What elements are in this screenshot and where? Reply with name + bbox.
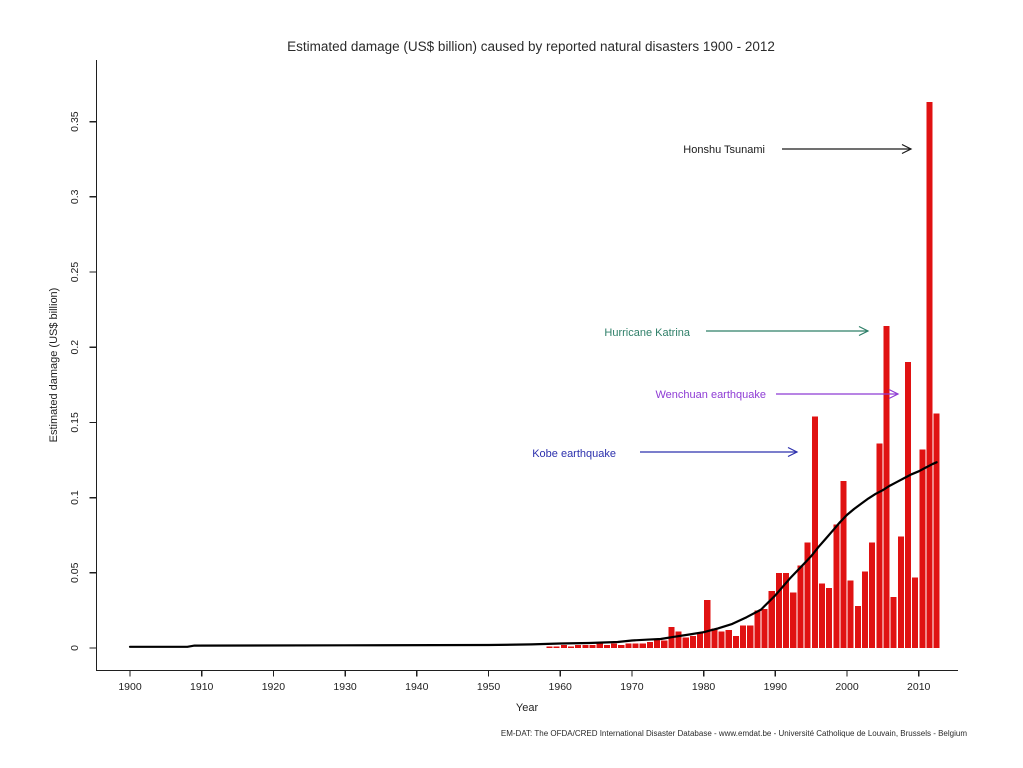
bar-2004 [876,443,883,648]
x-tick-label-1910: 1910 [190,681,214,693]
x-tick-label-1930: 1930 [333,681,357,693]
bar-1968 [618,644,625,648]
bar-1960 [560,644,567,648]
x-tick-label-1920: 1920 [262,681,286,693]
annotation-label-kobe-earthquake: Kobe earthquake [532,448,616,460]
y-tick-label-0: 0 [69,645,81,651]
annotation-hurricane-katrina: Hurricane Katrina [604,325,870,339]
annotation-arrowhead-honshu-tsunami [901,143,913,155]
bar-1977 [682,637,689,648]
bar-1996 [818,583,826,648]
bar-1988 [761,608,768,648]
x-tick-label-1990: 1990 [764,681,788,693]
bar-1998 [833,524,840,648]
x-tick-label-1950: 1950 [477,681,501,693]
bar-1987 [754,610,761,648]
y-tick-label-0.25: 0.25 [69,262,81,283]
y-tick-label-0.35: 0.35 [69,111,81,132]
bar-2012 [933,413,940,648]
annotation-label-honshu-tsunami: Honshu Tsunami [683,144,765,156]
bar-1995 [811,416,818,648]
bar-1989 [768,590,775,648]
bar-1981 [711,628,718,648]
bar-2007 [897,536,904,648]
y-tick-label-0.3: 0.3 [69,189,81,204]
bar-1978 [689,635,696,648]
bar-1997 [826,587,833,648]
bars-group [546,102,940,649]
bar-1963 [582,644,589,648]
annotations-group: Honshu Tsunami Hurricane Katrina Wenchuan … [532,143,913,460]
bar-1973 [654,638,661,648]
x-tick-label-1970: 1970 [620,681,644,693]
bar-1976 [675,631,682,648]
bar-1959 [553,646,560,648]
bar-2011 [926,102,933,649]
y-tick-label-0.2: 0.2 [69,340,81,355]
bar-1990 [775,572,782,648]
bar-1958 [546,646,553,648]
annotation-arrowhead-hurricane-katrina [858,325,870,337]
bar-2010 [919,449,926,648]
annotation-label-hurricane-katrina: Hurricane Katrina [604,327,690,339]
x-tick-label-1960: 1960 [549,681,573,693]
bar-1965 [596,643,603,648]
bar-2000 [847,580,854,648]
bar-1985 [740,625,747,648]
bar-1984 [732,635,739,648]
bar-2003 [869,542,876,648]
bar-1982 [718,631,725,648]
bar-2008 [904,362,912,648]
chart-title: Estimated damage (US$ billion) caused by… [287,39,775,54]
bar-1971 [639,643,646,648]
bar-1986 [747,625,754,648]
bar-1992 [790,592,797,648]
y-tick-label-0.05: 0.05 [69,562,81,583]
bar-1964 [589,644,596,648]
bar-2002 [861,571,869,648]
annotation-wenchuan-earthquake: Wenchuan earthquake [656,388,900,401]
annotation-arrowhead-kobe-earthquake [787,446,799,458]
bar-1980 [704,599,711,648]
bar-1969 [625,643,632,648]
bar-1979 [697,632,704,648]
bar-1966 [603,644,610,648]
annotation-label-wenchuan-earthquake: Wenchuan earthquake [656,389,767,401]
trend-line [128,461,938,648]
bar-1962 [575,644,582,648]
bar-1991 [783,572,790,648]
x-tick-label-1940: 1940 [405,681,429,693]
bar-1994 [804,542,811,648]
bar-1970 [632,643,639,648]
bar-1983 [725,629,732,648]
bar-2009 [912,577,919,648]
trend-line-group [128,461,938,648]
x-tick-label-2000: 2000 [835,681,859,693]
x-tick-label-1980: 1980 [692,681,716,693]
axes-group: 1900 1910 1920 1930 1940 1950 1960 1970 1980 1990… [69,60,958,693]
bar-1972 [646,641,653,648]
bar-1993 [797,565,804,648]
annotation-honshu-tsunami: Honshu Tsunami [683,143,913,156]
x-axis-title: Year [516,702,539,714]
source-footer: EM-DAT: The OFDA/CRED International Disa… [501,729,967,738]
y-axis-title: Estimated damage (US$ billion) [48,288,60,443]
y-tick-label-0.15: 0.15 [69,412,81,433]
bar-2006 [890,596,897,648]
bar-1961 [567,646,575,648]
bar-2001 [854,605,861,648]
y-tick-label-0.1: 0.1 [69,490,81,505]
annotation-arrowhead-wenchuan-earthquake [888,388,900,400]
x-tick-label-2010: 2010 [907,681,931,693]
bar-1974 [661,640,668,648]
bar-1999 [840,481,847,648]
x-tick-label-1900: 1900 [118,681,142,693]
annotation-kobe-earthquake: Kobe earthquake [532,446,799,460]
bar-1967 [610,643,618,648]
